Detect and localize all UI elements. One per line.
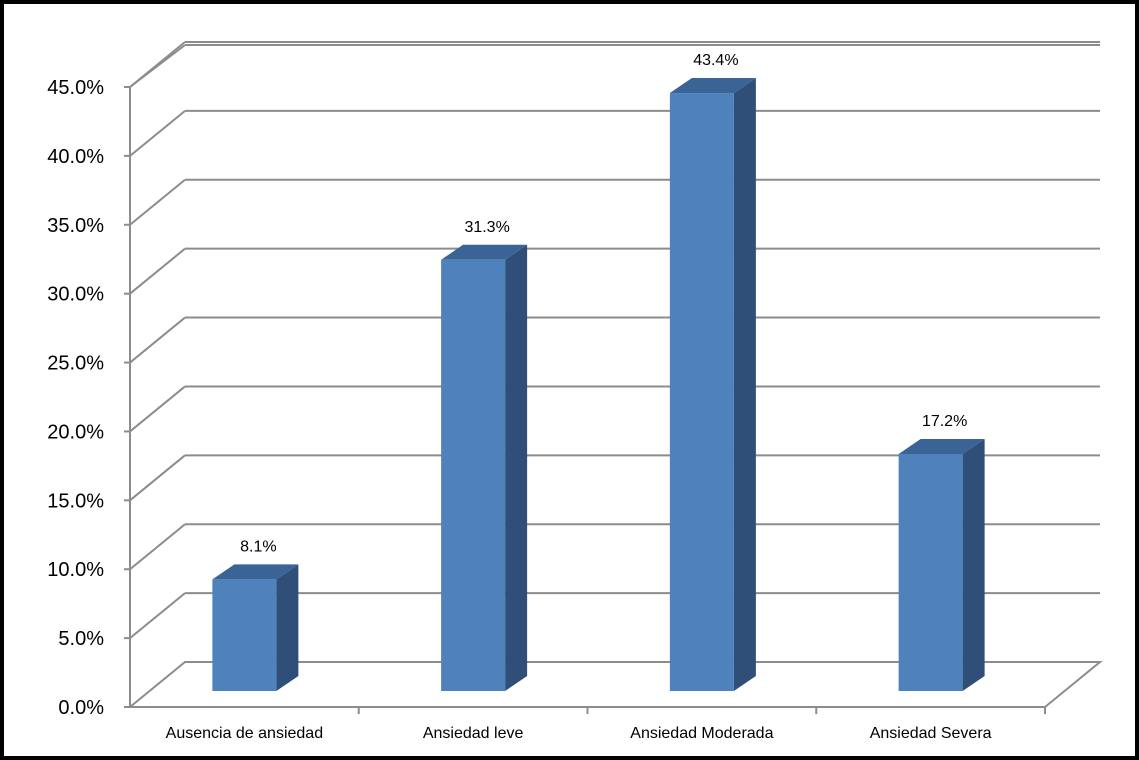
floor-outline <box>129 661 1103 708</box>
bar-side <box>276 564 299 691</box>
y-tick-label: 30.0% <box>47 284 104 306</box>
gridline-diagonal <box>129 523 186 570</box>
gridline-diagonal <box>129 592 186 639</box>
gridline-diagonal <box>129 454 186 502</box>
gridline-diagonal <box>129 110 186 157</box>
gridline-diagonal <box>129 44 186 88</box>
bar <box>212 579 277 691</box>
y-tick-label: 5.0% <box>58 628 104 650</box>
gridline-diagonal <box>129 247 186 295</box>
bar-side <box>962 439 985 691</box>
gridline-diagonal <box>129 385 186 433</box>
bar-side <box>733 78 756 692</box>
bar-top <box>898 439 985 455</box>
x-category-label: Ansiedad leve <box>423 725 524 742</box>
y-tick-label: 25.0% <box>47 353 104 375</box>
gridline-diagonal <box>129 316 186 364</box>
bar <box>898 454 963 691</box>
x-category-label: Ansiedad Severa <box>870 725 992 742</box>
x-category-label: Ansiedad Moderada <box>630 725 773 742</box>
data-label: 8.1% <box>240 538 276 555</box>
bar-top <box>212 564 299 580</box>
y-tick-label: 20.0% <box>47 421 104 443</box>
data-label: 17.2% <box>922 413 967 430</box>
y-tick-label: 35.0% <box>47 215 104 237</box>
x-category-label: Ausencia de ansiedad <box>166 725 323 742</box>
data-label: 31.3% <box>464 219 509 236</box>
bar <box>669 93 734 692</box>
y-tick-label: 45.0% <box>47 77 104 99</box>
y-tick-label: 15.0% <box>47 490 104 512</box>
y-tick-label: 40.0% <box>47 146 104 168</box>
bar <box>441 259 506 691</box>
bar-side <box>505 244 528 691</box>
bar-top <box>441 244 528 260</box>
bar-chart: 0.0% 5.0% 10.0% 15.0% 20.0% 25.0% 30.0% 35.0% 40… <box>47 41 1103 742</box>
bar-top <box>669 78 756 94</box>
gridline-diagonal <box>129 179 186 226</box>
y-tick-label: 10.0% <box>47 559 104 581</box>
y-tick-label: 0.0% <box>58 697 104 719</box>
data-label: 43.4% <box>693 52 738 69</box>
